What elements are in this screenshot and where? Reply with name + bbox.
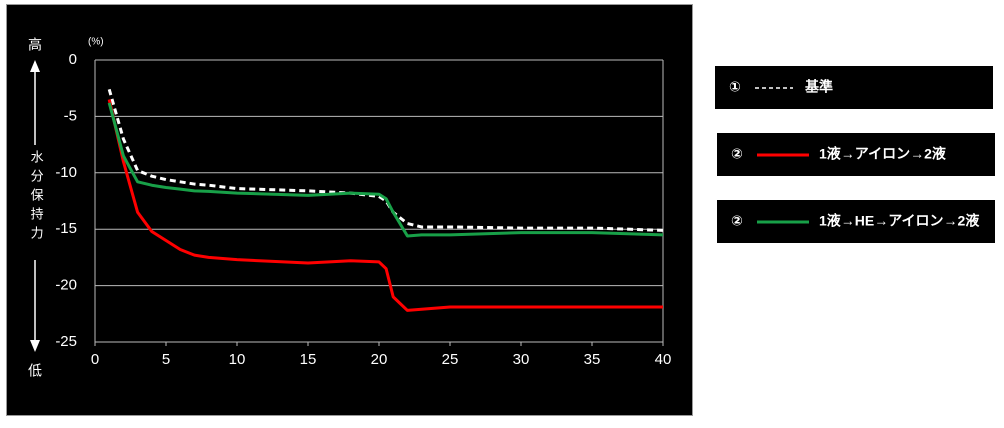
x-tick-label: 10 xyxy=(229,351,246,368)
legend-marker: ② xyxy=(731,146,743,162)
legend-marker: ② xyxy=(731,213,743,229)
x-tick-label: 0 xyxy=(91,351,99,368)
series-line xyxy=(107,88,664,232)
legend-label: 基準 xyxy=(805,79,833,95)
arrow-up xyxy=(30,60,40,72)
arrow-down xyxy=(30,340,40,352)
legend-label: 1液→HE→アイロン→2液 xyxy=(819,213,980,229)
y-tick-label: -15 xyxy=(55,220,77,237)
legend-box xyxy=(715,66,993,109)
x-tick-label: 35 xyxy=(584,351,601,368)
x-tick-label: 25 xyxy=(442,351,459,368)
x-tick-label: 30 xyxy=(513,351,530,368)
y-label-bg xyxy=(25,145,45,260)
x-tick-label: 5 xyxy=(162,351,170,368)
y-tick-label: -5 xyxy=(64,107,77,124)
x-tick-label: 15 xyxy=(300,351,317,368)
y-tick-label: -25 xyxy=(55,333,77,350)
y-tick-label: -20 xyxy=(55,277,77,294)
y-bottom-label: 低 xyxy=(28,363,42,379)
y-top-label: 高 xyxy=(28,37,42,53)
y-tick-label: 0 xyxy=(69,51,77,68)
y-unit: (%) xyxy=(88,37,104,48)
x-tick-label: 40 xyxy=(655,351,672,368)
series-line xyxy=(107,99,663,312)
y-tick-label: -10 xyxy=(55,164,77,181)
chart-panel xyxy=(6,4,693,416)
legend-marker: ① xyxy=(729,79,741,95)
series-line xyxy=(107,102,664,238)
legend-label: 1液→アイロン→2液 xyxy=(819,146,947,162)
y-axis-label: 水分保持力 xyxy=(29,150,44,245)
x-tick-label: 20 xyxy=(371,351,388,368)
